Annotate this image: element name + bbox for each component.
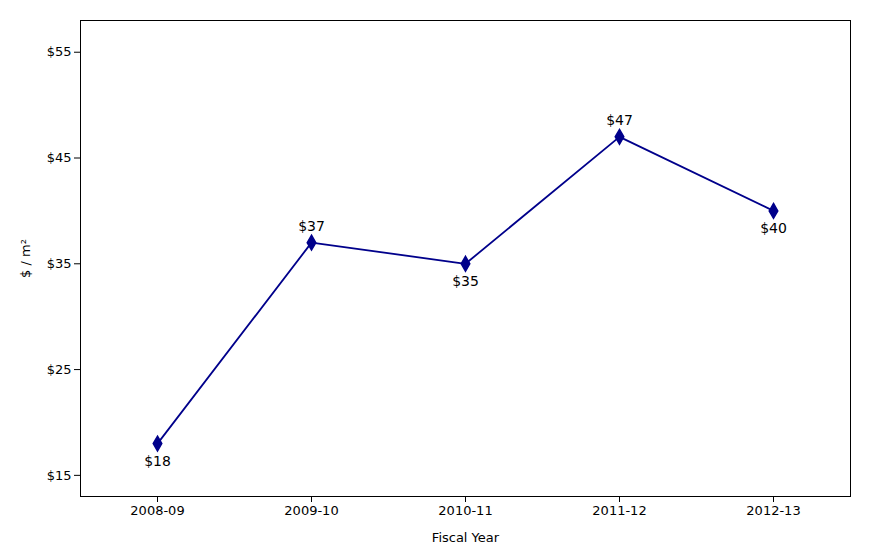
- svg-text:Fiscal Year: Fiscal Year: [432, 530, 500, 545]
- svg-text:2008-09: 2008-09: [130, 503, 184, 518]
- svg-text:$35: $35: [452, 273, 479, 289]
- svg-text:2010-11: 2010-11: [438, 503, 492, 518]
- svg-text:$25: $25: [47, 362, 72, 377]
- svg-text:$18: $18: [144, 453, 171, 469]
- svg-text:$ / m²: $ / m²: [18, 239, 33, 278]
- svg-text:$40: $40: [760, 220, 787, 236]
- svg-text:2009-10: 2009-10: [284, 503, 338, 518]
- svg-text:2011-12: 2011-12: [592, 503, 646, 518]
- svg-text:$55: $55: [47, 44, 72, 59]
- svg-text:$45: $45: [47, 150, 72, 165]
- svg-text:2012-13: 2012-13: [746, 503, 800, 518]
- svg-text:$35: $35: [47, 256, 72, 271]
- svg-text:$47: $47: [606, 112, 633, 128]
- svg-text:$37: $37: [298, 218, 325, 234]
- svg-text:$15: $15: [47, 468, 72, 483]
